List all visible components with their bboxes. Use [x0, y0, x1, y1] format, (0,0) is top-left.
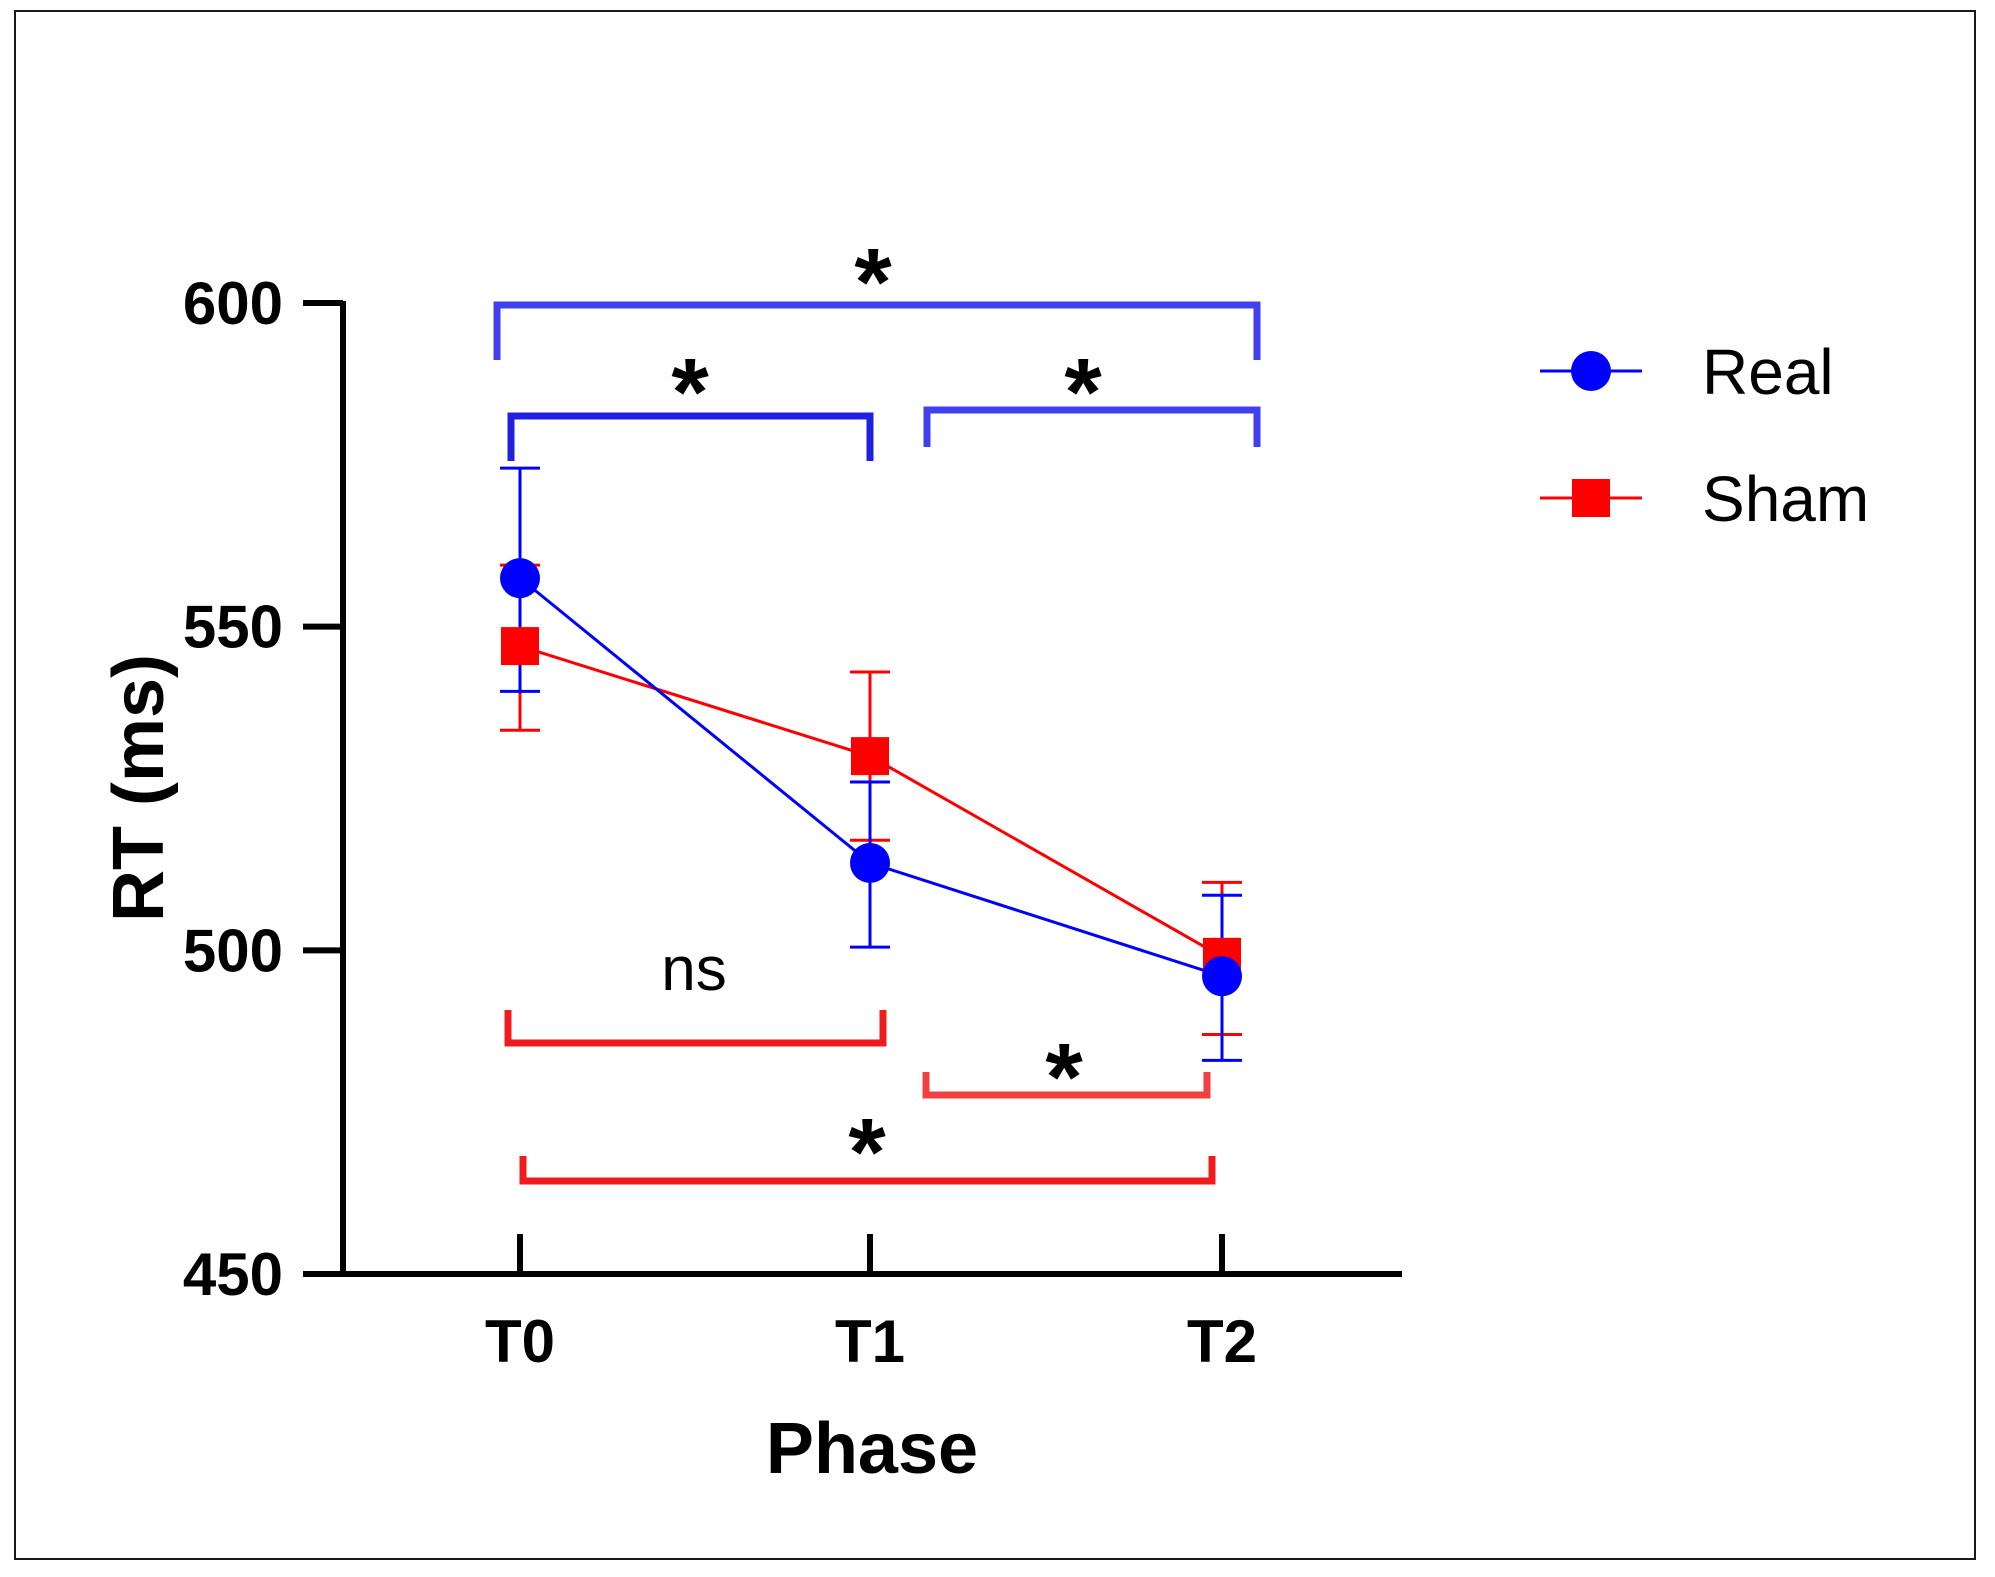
legend-label-sham: Sham — [1702, 463, 1869, 535]
significance-label-real-t0-t2: * — [854, 229, 892, 336]
significance-bracket-sham-t1-t2 — [922, 1072, 1211, 1099]
significance-bracket-real-t1-t2 — [923, 406, 1261, 447]
y-axis-title: RT (ms) — [99, 654, 179, 922]
legend-marker-real — [1571, 351, 1611, 391]
significance-bracket-real-t0-t1 — [507, 412, 874, 461]
data-point-real-t1 — [850, 842, 890, 883]
significance-label-real-t1-t2: * — [1064, 339, 1102, 446]
x-tick-label-t2: T2 — [1187, 1308, 1257, 1375]
data-point-sham-t0 — [501, 627, 539, 666]
significance-label-sham-t0-t2: * — [848, 1099, 886, 1206]
x-tick-label-t1: T1 — [835, 1308, 905, 1375]
significance-label-sham-t1-t2: * — [1045, 1024, 1083, 1131]
y-tick-label: 500 — [183, 917, 283, 984]
legend-label-real: Real — [1702, 336, 1834, 408]
y-tick-label: 600 — [183, 270, 283, 337]
y-tick-label: 550 — [183, 594, 283, 661]
significance-bracket-sham-t0-t1 — [504, 1010, 887, 1047]
legend-marker-sham — [1572, 479, 1610, 517]
significance-bracket-real-t0-t2 — [493, 301, 1261, 360]
data-point-real-t0 — [500, 558, 540, 599]
data-point-real-t2 — [1202, 956, 1242, 997]
significance-label-real-t0-t1: * — [671, 339, 709, 446]
significance-label-sham-t0-t1: ns — [661, 935, 726, 1004]
x-tick-label-t0: T0 — [485, 1308, 555, 1375]
data-point-sham-t1 — [851, 737, 889, 776]
x-axis-title: Phase — [766, 1409, 978, 1489]
y-tick-label: 450 — [183, 1241, 283, 1308]
significance-bracket-sham-t0-t2 — [519, 1156, 1216, 1185]
